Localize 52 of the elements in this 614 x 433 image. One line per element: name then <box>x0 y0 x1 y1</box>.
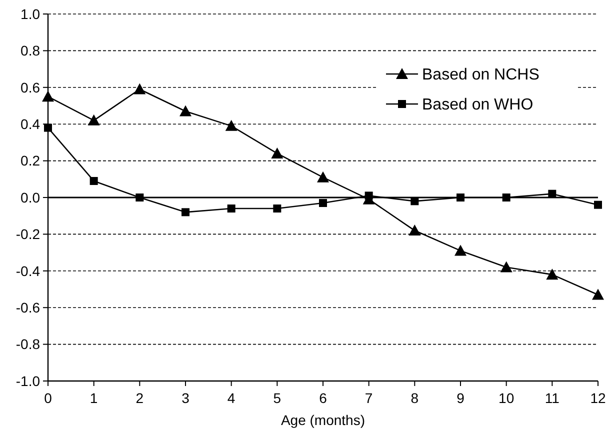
x-tick-label: 8 <box>410 390 419 406</box>
point <box>594 200 602 209</box>
point <box>271 147 284 158</box>
point <box>319 199 327 208</box>
legend-label: Based on WHO <box>422 96 534 114</box>
point <box>317 171 329 182</box>
point <box>456 194 464 202</box>
x-tick-label: 5 <box>273 390 282 406</box>
legend-label: Based on NCHS <box>422 66 540 84</box>
x-axis-title: Age (months) <box>280 412 366 428</box>
y-tick-label: 1.0 <box>20 6 40 22</box>
point <box>273 204 282 213</box>
point <box>90 176 98 185</box>
x-tick-label: 11 <box>544 390 560 406</box>
point <box>42 90 54 102</box>
y-tick-label: 0.6 <box>20 79 40 96</box>
point <box>182 208 190 216</box>
x-tick-label: 7 <box>364 390 373 406</box>
y-tick-label: -1.0 <box>16 372 40 389</box>
y-tick-label: 0.4 <box>20 116 40 132</box>
x-tick-label: 9 <box>456 390 465 406</box>
x-tick-label: 1 <box>90 390 98 406</box>
x-tick-label: 2 <box>136 390 144 406</box>
point <box>454 244 466 256</box>
y-tick-label: -0.8 <box>16 336 40 352</box>
point <box>227 204 236 213</box>
point <box>44 124 52 132</box>
point <box>592 288 604 300</box>
x-tick-label: 3 <box>182 390 190 406</box>
point <box>136 194 144 202</box>
point <box>180 105 192 116</box>
point <box>364 192 373 200</box>
x-tick-label: 6 <box>319 390 328 406</box>
point <box>548 190 556 198</box>
x-tick-label: 0 <box>44 390 52 406</box>
y-tick-label: 0.2 <box>20 152 40 169</box>
point <box>502 194 510 202</box>
x-tick-label: 12 <box>590 390 606 406</box>
x-tick-label: 10 <box>498 390 514 406</box>
point <box>225 120 238 131</box>
x-tick-label: 4 <box>227 390 236 406</box>
y-tick-label: -0.4 <box>16 262 40 279</box>
y-tick-label: 0.8 <box>20 42 40 59</box>
y-tick-label: 0.0 <box>20 189 40 206</box>
point <box>500 261 512 272</box>
point <box>134 83 146 94</box>
y-tick-label: -0.6 <box>16 300 40 316</box>
y-tick-label: -0.2 <box>16 226 40 242</box>
point <box>408 224 421 236</box>
point <box>546 268 558 280</box>
point <box>410 197 419 206</box>
point <box>88 114 100 126</box>
